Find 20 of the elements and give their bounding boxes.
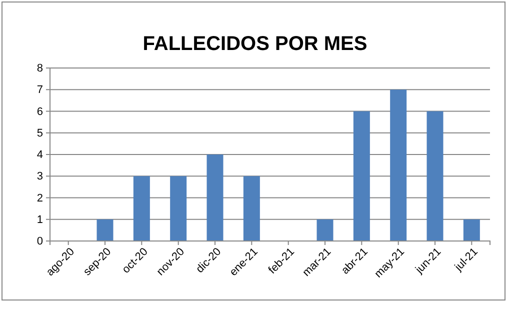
y-tick-label: 1 <box>36 214 43 226</box>
y-tick-label: 0 <box>36 236 43 248</box>
bar <box>133 176 150 241</box>
y-tick-label: 4 <box>36 149 43 162</box>
bar <box>390 90 407 241</box>
y-tick-label: 5 <box>36 127 43 140</box>
bar <box>170 176 187 241</box>
bar <box>426 111 444 241</box>
bar <box>316 219 334 241</box>
y-tick-label: 6 <box>36 106 43 118</box>
bar <box>206 154 224 241</box>
bar <box>96 219 114 241</box>
y-tick-label: 7 <box>36 84 43 96</box>
y-tick-label: 3 <box>36 170 43 183</box>
bar <box>463 219 480 241</box>
y-tick-label: 2 <box>36 192 43 204</box>
y-tick-label: 8 <box>36 62 43 75</box>
bar <box>243 176 260 241</box>
bar <box>353 111 370 241</box>
chart-title: FALLECIDOS POR MES <box>142 33 368 55</box>
